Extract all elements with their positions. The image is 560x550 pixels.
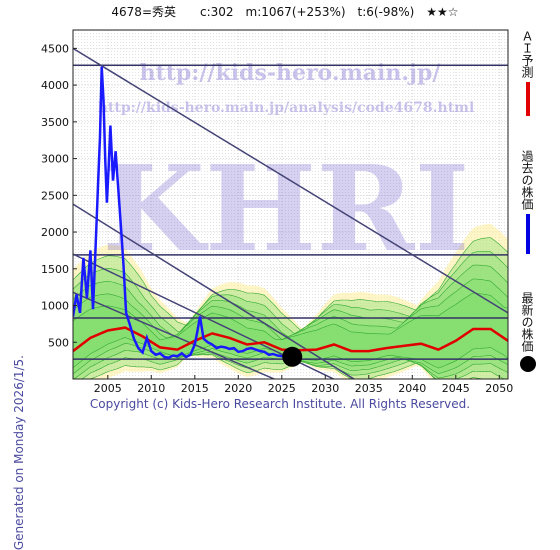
forecast-band-outer xyxy=(73,224,508,379)
x-tick-label: 2025 xyxy=(268,382,296,395)
y-tick-label: 4000 xyxy=(41,79,69,92)
x-tick-label: 2045 xyxy=(442,382,470,395)
chart-series xyxy=(73,66,508,367)
x-tick-label: 2030 xyxy=(311,382,339,395)
copyright-text: Copyright (c) Kids-Hero Research Institu… xyxy=(89,397,471,411)
y-tick-label: 1000 xyxy=(41,300,69,313)
chart-lines xyxy=(73,47,508,379)
legend-ai-forecast-label: ＡＩ予測 xyxy=(520,30,534,78)
watermark-url-main: http://kids-hero.main.jp/ xyxy=(140,60,442,86)
legend-past-price-label: 過去の株価 xyxy=(520,150,534,210)
stock-chart: KHRI http://kids-hero.main.jp/ http://ki… xyxy=(41,29,513,395)
legend-latest-price: 最新の株価 xyxy=(516,292,540,372)
x-tick-label: 2015 xyxy=(181,382,209,395)
legend-past-price-swatch xyxy=(526,214,530,254)
x-tick-label: 2010 xyxy=(137,382,165,395)
x-tick-label: 2005 xyxy=(94,382,122,395)
forecast-band xyxy=(73,264,508,379)
y-tick-label: 3500 xyxy=(41,116,69,129)
trend-line xyxy=(73,203,356,379)
y-tick-label: 1500 xyxy=(41,263,69,276)
x-tick-label: 2035 xyxy=(355,382,383,395)
trend-line xyxy=(73,253,336,379)
series-past-price xyxy=(73,66,293,359)
x-tick-label: 2020 xyxy=(224,382,252,395)
y-tick-label: 500 xyxy=(48,336,69,349)
legend-past-price: 過去の株価 xyxy=(516,150,540,254)
forecast-band xyxy=(73,292,508,369)
legend-latest-price-label: 最新の株価 xyxy=(520,292,534,352)
legend-ai-forecast-swatch xyxy=(526,82,530,116)
x-tick-label: 2050 xyxy=(485,382,513,395)
y-tick-label: 2500 xyxy=(41,189,69,202)
axis-ticks: 500 1000 1500 2000 2500 3000 3500 4000 4500 2005 2… xyxy=(41,42,513,395)
plot-frame xyxy=(72,29,509,380)
latest-price-point xyxy=(282,346,303,367)
x-tick-label: 2040 xyxy=(398,382,426,395)
forecast-band xyxy=(73,237,508,379)
legend-ai-forecast: ＡＩ予測 xyxy=(516,30,540,116)
watermark-url-analysis: http://kids-hero.main.jp/analysis/code46… xyxy=(98,100,475,116)
trend-line xyxy=(73,47,508,314)
y-tick-label: 4500 xyxy=(41,42,69,55)
legend-latest-price-dot xyxy=(520,356,536,372)
forecast-band xyxy=(73,278,508,375)
generated-note: Generated on Monday 2026/1/5. xyxy=(12,355,26,550)
y-tick-label: 2000 xyxy=(41,226,69,239)
chart-root: KHRI http://kids-hero.main.jp/ http://ki… xyxy=(12,5,540,550)
chart-title: 4678=秀英 c:302 m:1067(+253%) t:6(-98%) ★★… xyxy=(111,5,459,19)
y-tick-label: 3000 xyxy=(41,153,69,166)
trend-line xyxy=(73,291,277,379)
